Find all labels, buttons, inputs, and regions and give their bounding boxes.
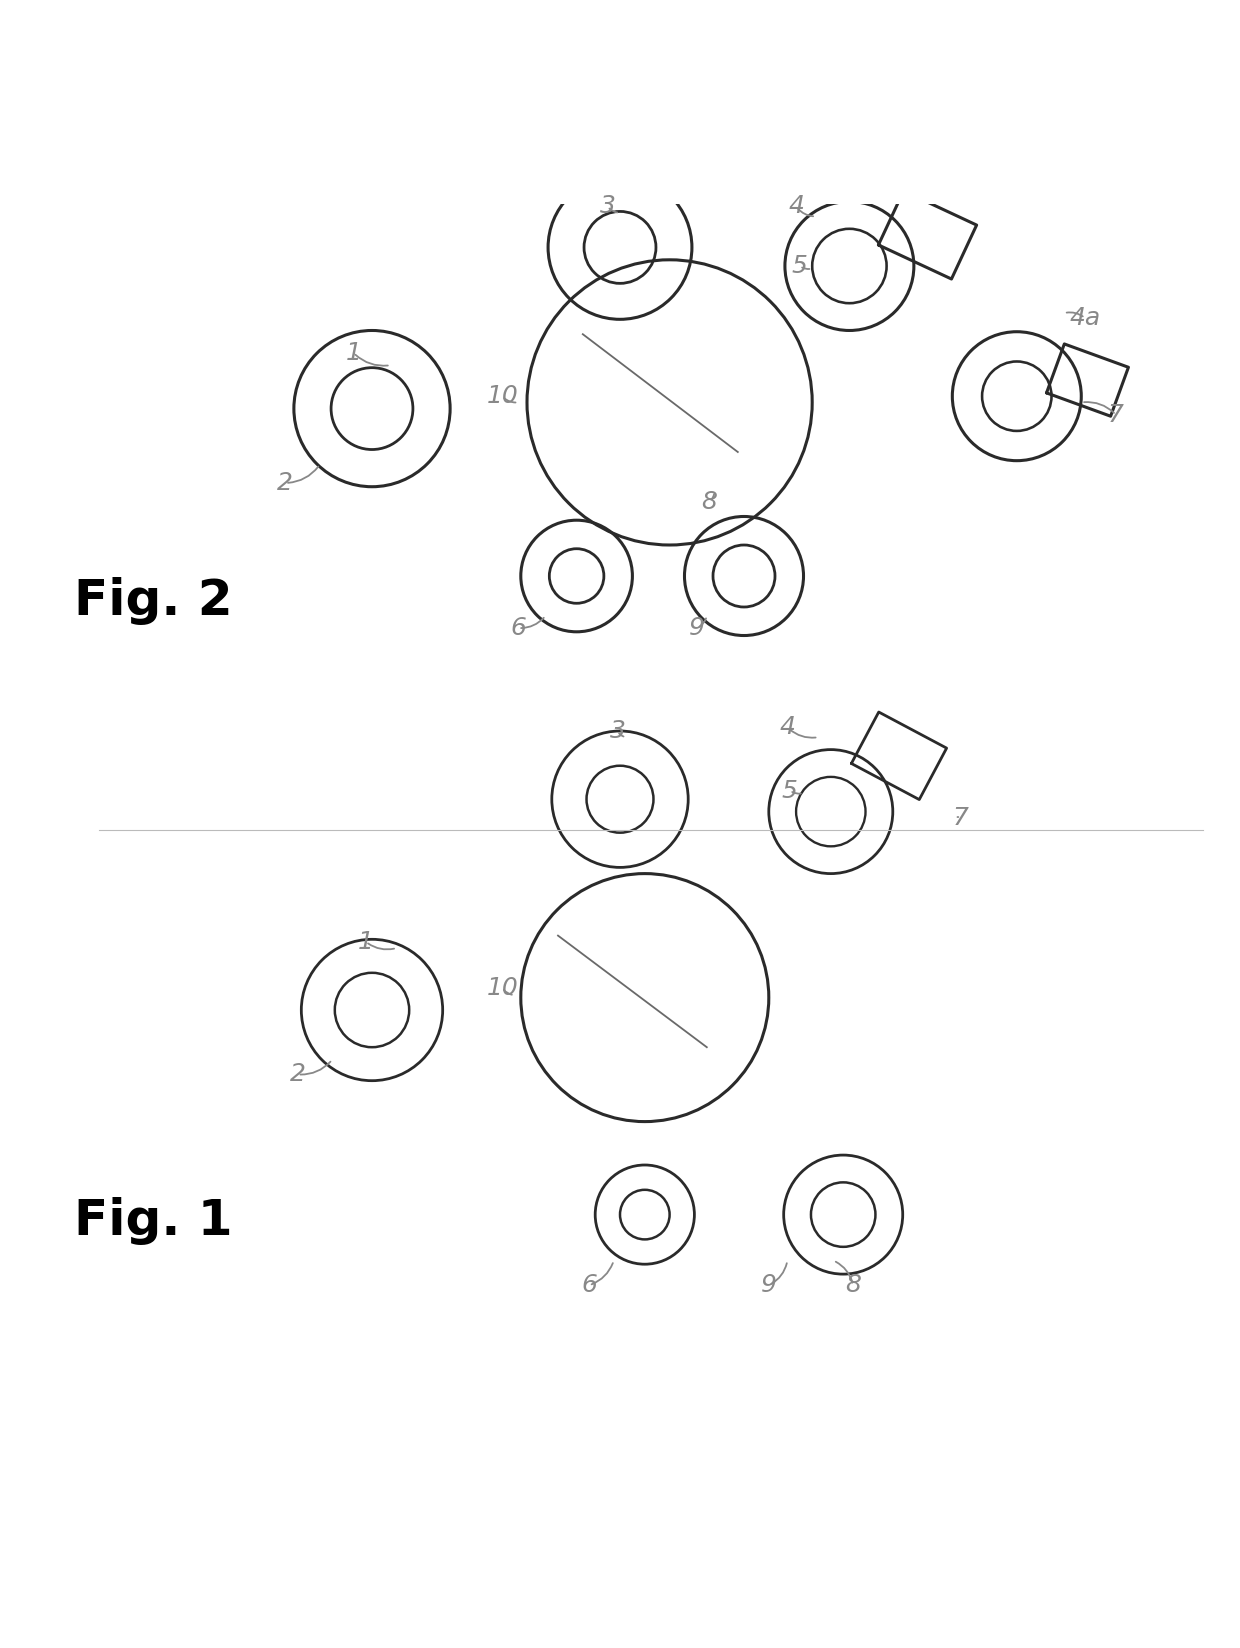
- Text: 3: 3: [610, 719, 625, 743]
- Text: 4a: 4a: [1069, 307, 1101, 330]
- Text: 4: 4: [789, 194, 804, 219]
- Text: 7: 7: [1109, 402, 1123, 427]
- Text: 1: 1: [358, 929, 373, 954]
- Text: 5: 5: [792, 254, 807, 279]
- Text: 4: 4: [780, 715, 795, 740]
- Text: 9: 9: [689, 616, 704, 639]
- Text: 1: 1: [346, 341, 361, 364]
- Text: 10: 10: [486, 384, 518, 409]
- Text: 2: 2: [290, 1063, 305, 1086]
- Text: 8: 8: [846, 1274, 861, 1297]
- Text: 8: 8: [702, 489, 717, 514]
- Text: 7: 7: [954, 806, 968, 831]
- Text: 6: 6: [511, 616, 526, 639]
- Text: 3: 3: [600, 194, 615, 219]
- Text: 10: 10: [486, 976, 518, 1000]
- Text: Fig. 2: Fig. 2: [74, 577, 233, 625]
- Text: 9: 9: [761, 1274, 776, 1297]
- Text: 5: 5: [782, 778, 797, 803]
- Text: Fig. 1: Fig. 1: [74, 1196, 233, 1244]
- Text: 2: 2: [278, 471, 293, 494]
- Text: 6: 6: [582, 1274, 596, 1297]
